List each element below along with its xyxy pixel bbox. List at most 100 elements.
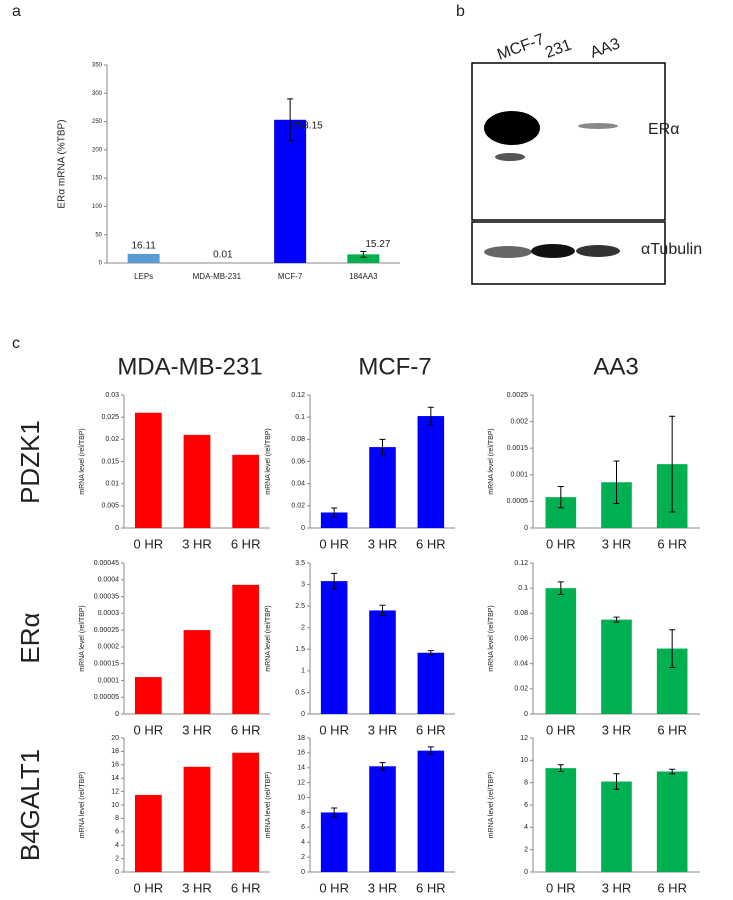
x-tick-label: MCF-7: [278, 272, 303, 281]
error-bar: [427, 746, 434, 755]
y-tick-label: 16: [111, 762, 119, 769]
x-tick-label: 3 HR: [368, 722, 398, 737]
bar: [545, 768, 577, 872]
x-tick-label: 6 HR: [416, 880, 446, 895]
y-axis-label: ERα mRNA (%TBP): [57, 119, 68, 208]
error-bar: [557, 764, 564, 772]
bar: [347, 254, 380, 263]
y-tick-label: 0.06: [291, 458, 305, 465]
bar: [369, 447, 396, 528]
y-tick-label: 0.002: [510, 418, 528, 425]
x-tick-label: 6 HR: [231, 880, 261, 895]
x-tick-label: 3 HR: [368, 536, 398, 551]
y-tick-label: 50: [95, 232, 102, 238]
y-tick-label: 12: [111, 788, 119, 795]
x-tick-label: 0 HR: [134, 880, 164, 895]
error-bar: [427, 406, 434, 426]
column-title: AA3: [593, 353, 638, 380]
y-tick-label: 12: [297, 780, 305, 787]
bar: [183, 434, 211, 528]
column-title: MCF-7: [358, 353, 431, 380]
y-tick-label: 0.06: [514, 635, 528, 642]
y-tick-label: 0.00025: [94, 627, 119, 634]
panel-label: c: [12, 335, 20, 352]
y-tick-label: 0.5: [295, 689, 305, 696]
y-tick-label: 0.0001: [98, 677, 120, 684]
x-tick-label: 3 HR: [182, 536, 212, 551]
panel-label: a: [12, 3, 21, 20]
bar: [601, 781, 632, 872]
bar: [369, 610, 396, 714]
y-tick-label: 10: [520, 757, 528, 764]
bar: [601, 619, 632, 714]
y-tick-label: 4: [301, 839, 305, 846]
y-tick-label: 0.00045: [94, 560, 119, 567]
y-tick-label: 0.12: [291, 392, 305, 399]
x-tick-label: 6 HR: [657, 536, 687, 551]
y-tick-label: 150: [92, 176, 103, 182]
y-tick-label: 0.0003: [98, 610, 120, 617]
western-blot: MCF-7 231 AA3 ERα αTubulin: [471, 31, 702, 285]
x-tick-label: 0 HR: [319, 880, 349, 895]
y-tick-label: 0.0005: [507, 498, 529, 505]
y-tick-label: 0: [524, 525, 528, 532]
y-tick-label: 14: [111, 775, 119, 782]
error-bar: [669, 629, 676, 668]
y-tick-label: 0.0002: [98, 644, 120, 651]
bar: [134, 412, 162, 528]
bar: [417, 416, 445, 528]
y-tick-label: 100: [92, 204, 103, 210]
y-tick-label: 0.04: [291, 481, 305, 488]
bar: [183, 630, 211, 714]
x-tick-label: 0 HR: [134, 722, 164, 737]
row-label: ERα: [15, 612, 45, 663]
error-bar: [669, 415, 676, 513]
error-bar: [360, 251, 367, 258]
x-tick-label: 0 HR: [319, 722, 349, 737]
y-tick-label: 4: [524, 824, 528, 831]
x-tick-label: 3 HR: [602, 722, 632, 737]
bar: [545, 588, 577, 714]
y-tick-label: 0.02: [291, 503, 305, 510]
y-tick-label: 4: [115, 842, 119, 849]
x-tick-label: 184AA3: [349, 272, 378, 281]
bar: [320, 512, 348, 528]
bar: [417, 750, 445, 872]
y-tick-label: 2: [115, 855, 119, 862]
y-axis-label: mRNA level (rel/TBP): [488, 772, 495, 839]
value-label: 253.15: [292, 120, 323, 131]
bar: [320, 812, 348, 872]
x-tick-label: 6 HR: [657, 722, 687, 737]
y-tick-label: 0: [524, 869, 528, 876]
bar: [369, 766, 396, 872]
x-tick-label: 3 HR: [602, 536, 632, 551]
lane-label: MCF-7: [495, 31, 547, 64]
x-tick-label: 6 HR: [231, 722, 261, 737]
y-tick-label: 0.1: [295, 414, 305, 421]
y-tick-label: 18: [297, 735, 305, 742]
y-tick-label: 250: [92, 119, 103, 125]
bar: [274, 119, 307, 263]
y-tick-label: 0.00005: [94, 694, 119, 701]
protein-label: ERα: [648, 121, 679, 138]
error-bar: [613, 460, 620, 505]
y-tick-label: 0.005: [101, 503, 119, 510]
error-bar: [379, 762, 386, 771]
y-tick-label: 0.02: [105, 436, 119, 443]
y-tick-label: 10: [111, 802, 119, 809]
y-tick-label: 0: [301, 711, 305, 718]
error-bar: [331, 807, 338, 818]
y-tick-label: 0.00015: [94, 661, 119, 668]
error-bar: [613, 616, 620, 623]
y-tick-label: 300: [92, 91, 103, 97]
y-axis-label: mRNA level (rel/TBP): [79, 605, 86, 672]
y-tick-label: 3.5: [295, 560, 305, 567]
x-tick-label: 0 HR: [546, 536, 576, 551]
y-tick-label: 0.01: [105, 481, 119, 488]
y-axis-label: mRNA level (rel/TBP): [265, 772, 272, 839]
y-axis-label: mRNA level (rel/TBP): [79, 428, 86, 495]
y-tick-label: 6: [115, 829, 119, 836]
y-tick-label: 0.00035: [94, 593, 119, 600]
y-tick-label: 6: [301, 824, 305, 831]
y-tick-label: 14: [297, 765, 305, 772]
